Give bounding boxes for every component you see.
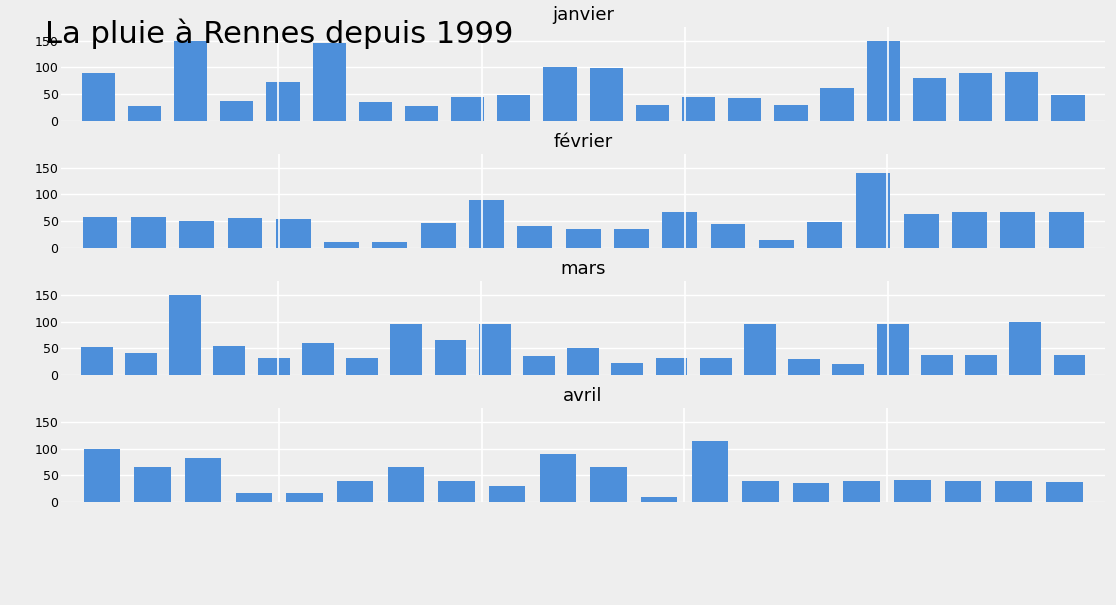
Bar <box>612 364 643 375</box>
Text: février: février <box>554 133 613 151</box>
Bar <box>807 222 843 248</box>
Bar <box>945 481 981 502</box>
Bar <box>479 324 511 375</box>
Text: La pluie à Rennes depuis 1999: La pluie à Rennes depuis 1999 <box>45 18 513 48</box>
Bar <box>655 358 687 375</box>
Bar <box>856 173 891 248</box>
Bar <box>337 481 374 502</box>
Bar <box>820 88 854 121</box>
Bar <box>174 41 208 121</box>
Bar <box>128 106 161 121</box>
Bar <box>1054 355 1086 375</box>
Bar <box>421 223 455 248</box>
Bar <box>235 492 272 502</box>
Bar <box>84 448 121 502</box>
Bar <box>83 217 117 248</box>
Bar <box>728 99 761 121</box>
Bar <box>180 221 214 248</box>
Bar <box>965 355 997 375</box>
Bar <box>220 100 253 121</box>
Bar <box>1051 95 1085 121</box>
Bar <box>589 68 623 121</box>
Bar <box>439 481 474 502</box>
Bar <box>742 481 779 502</box>
Bar <box>788 359 820 375</box>
Bar <box>894 480 931 502</box>
Bar <box>867 41 899 121</box>
Bar <box>228 218 262 248</box>
Bar <box>185 458 221 502</box>
Bar <box>662 212 698 248</box>
Bar <box>700 358 732 375</box>
Bar <box>913 78 946 121</box>
Bar <box>213 345 246 375</box>
Bar <box>276 218 310 248</box>
Bar <box>258 358 289 375</box>
Bar <box>81 73 115 121</box>
Bar <box>995 481 1032 502</box>
Bar <box>614 229 648 248</box>
Bar <box>692 440 728 502</box>
Bar <box>636 105 668 121</box>
Bar <box>287 492 323 502</box>
Bar <box>1000 212 1036 248</box>
Text: janvier: janvier <box>552 6 614 24</box>
Bar <box>539 454 576 502</box>
Bar <box>489 486 526 502</box>
Bar <box>759 240 793 248</box>
Bar <box>567 348 599 375</box>
Bar <box>1049 212 1084 248</box>
Bar <box>1046 482 1083 502</box>
Bar <box>590 467 627 502</box>
Bar <box>844 481 879 502</box>
Bar <box>434 340 466 375</box>
Bar <box>267 82 299 121</box>
Bar <box>302 343 334 375</box>
Bar <box>566 229 600 248</box>
Bar <box>373 241 407 248</box>
Bar <box>904 214 939 248</box>
Text: mars: mars <box>560 260 606 278</box>
Bar <box>346 358 378 375</box>
Bar <box>312 44 346 121</box>
Bar <box>523 356 555 375</box>
Bar <box>405 106 439 121</box>
Bar <box>131 217 165 248</box>
Bar <box>711 224 745 248</box>
Bar <box>833 364 864 375</box>
Bar <box>543 67 577 121</box>
Bar <box>877 324 908 375</box>
Bar <box>921 355 953 375</box>
Bar <box>451 97 484 121</box>
Bar <box>387 467 424 502</box>
Bar <box>125 353 157 375</box>
Bar <box>792 483 829 502</box>
Bar <box>134 467 171 502</box>
Bar <box>80 347 113 375</box>
Bar <box>952 212 987 248</box>
Bar <box>959 73 992 121</box>
Bar <box>1006 72 1038 121</box>
Bar <box>518 226 552 248</box>
Bar <box>744 324 776 375</box>
Bar <box>391 324 422 375</box>
Bar <box>170 295 201 375</box>
Bar <box>498 95 530 121</box>
Bar <box>641 497 677 502</box>
Bar <box>358 102 392 121</box>
Bar <box>324 241 359 248</box>
Bar <box>1009 321 1041 375</box>
Bar <box>775 105 808 121</box>
Bar <box>682 97 715 121</box>
Text: avril: avril <box>564 387 603 405</box>
Bar <box>469 200 504 248</box>
